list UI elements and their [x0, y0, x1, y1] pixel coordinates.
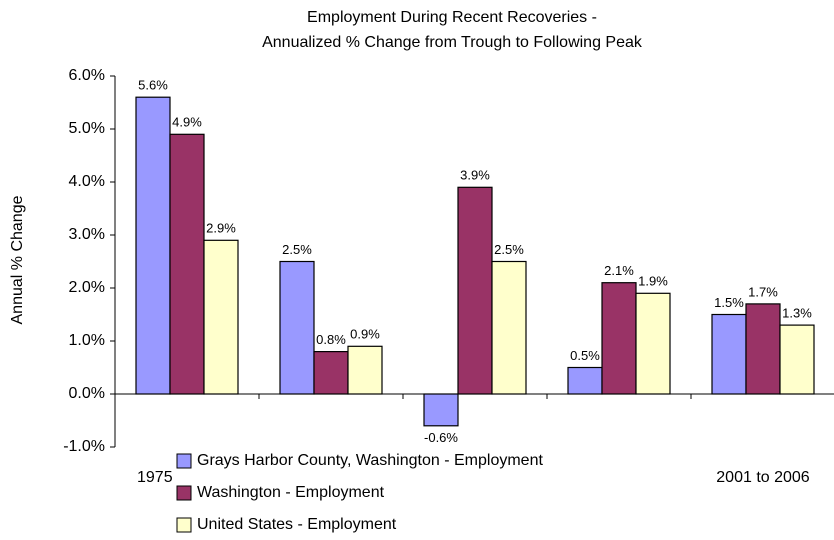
y-tick-label: -1.0%	[63, 438, 105, 455]
bar	[635, 292, 671, 395]
x-tick-label: 2001 to 2006	[716, 469, 810, 486]
y-tick-label: 5.0%	[69, 120, 105, 137]
bar	[347, 345, 383, 395]
value-label: 1.9%	[638, 274, 668, 289]
chart-subtitle: Annualized % Change from Trough to Follo…	[262, 34, 643, 51]
value-label: 3.9%	[460, 168, 490, 183]
y-axis-label: Annual % Change	[9, 195, 26, 324]
chart-title: Employment During Recent Recoveries -	[307, 9, 597, 26]
value-label: 1.7%	[748, 284, 778, 299]
y-tick-label: 1.0%	[69, 332, 105, 349]
legend: Grays Harbor County, Washington - Employ…	[172, 446, 666, 540]
bar	[313, 351, 349, 395]
bar	[203, 239, 239, 395]
y-tick-label: 0.0%	[69, 385, 105, 402]
bar	[745, 303, 781, 395]
value-label: 0.8%	[316, 332, 346, 347]
y-tick-label: 3.0%	[69, 226, 105, 243]
legend-label: United States - Employment	[197, 516, 397, 533]
value-label: -0.6%	[424, 430, 458, 445]
value-label: 2.5%	[282, 242, 312, 257]
legend-swatch	[176, 517, 192, 533]
legend-label: Washington - Employment	[197, 484, 385, 501]
legend-label: Grays Harbor County, Washington - Employ…	[197, 452, 543, 469]
bar	[491, 260, 527, 395]
bar	[567, 366, 603, 395]
value-label: 0.9%	[350, 327, 380, 342]
legend-swatch	[176, 453, 192, 469]
value-label: 2.9%	[206, 221, 236, 236]
bar	[423, 393, 459, 427]
value-label: 2.1%	[604, 263, 634, 278]
bar	[135, 96, 171, 395]
legend-swatch	[176, 485, 192, 501]
value-label: 5.6%	[138, 78, 168, 93]
x-tick-label: 1975	[137, 469, 173, 486]
y-tick-label: 6.0%	[69, 67, 105, 84]
value-label: 1.5%	[714, 295, 744, 310]
value-label: 2.5%	[494, 242, 524, 257]
bar	[601, 282, 637, 395]
bar	[279, 260, 315, 395]
bar	[711, 313, 747, 395]
bar	[779, 324, 815, 395]
value-label: 4.9%	[172, 115, 202, 130]
y-tick-label: 4.0%	[69, 173, 105, 190]
value-label: 0.5%	[570, 348, 600, 363]
value-label: 1.3%	[782, 306, 812, 321]
y-tick-label: 2.0%	[69, 279, 105, 296]
bar	[457, 186, 493, 395]
bar	[169, 133, 205, 395]
legend-box	[172, 446, 666, 540]
